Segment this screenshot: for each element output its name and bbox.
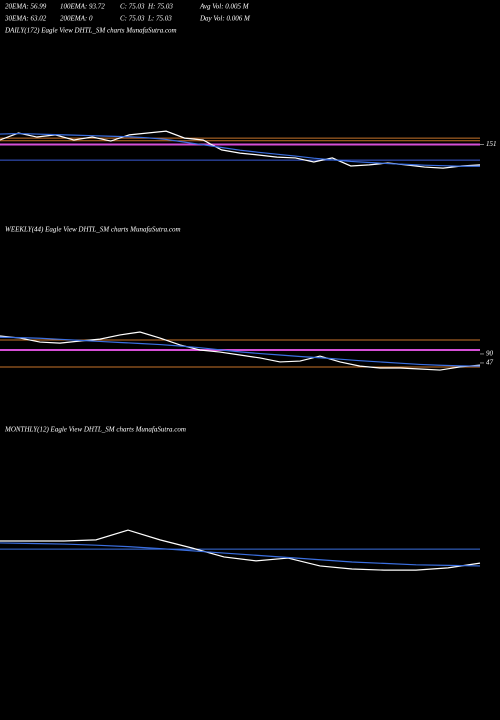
price-line: [0, 542, 481, 567]
header-stat: 30EMA: 63.02: [4, 15, 47, 23]
header-stat: C: 75.03: [120, 15, 145, 23]
header-stat: Day Vol: 0.006 M: [199, 15, 251, 23]
header-stat: L: 75.03: [147, 15, 172, 23]
price-line: [0, 529, 481, 571]
price-line: [0, 132, 480, 167]
header-stat: 100EMA: 93.72: [60, 3, 105, 11]
price-line: [0, 336, 481, 367]
y-tick-label: 151: [486, 140, 497, 148]
panel-title: MONTHLY(12) Eagle View DHTL_SM charts Mu…: [4, 426, 186, 434]
header-stat: 20EMA: 56.99: [5, 3, 47, 11]
panel-title: DAILY(172) Eagle View DHTL_SM charts Mun…: [4, 27, 177, 35]
price-line: [0, 331, 481, 371]
y-tick-label: 90: [486, 350, 494, 358]
panel-title: WEEKLY(44) Eagle View DHTL_SM charts Mun…: [5, 226, 181, 234]
y-tick-label: 47: [486, 359, 494, 367]
header-stat: C: 75.03: [120, 3, 145, 11]
header-stat: 200EMA: 0: [60, 15, 93, 23]
header-stat: Avg Vol: 0.005 M: [199, 3, 250, 11]
header-stat: H: 75.03: [147, 3, 173, 11]
